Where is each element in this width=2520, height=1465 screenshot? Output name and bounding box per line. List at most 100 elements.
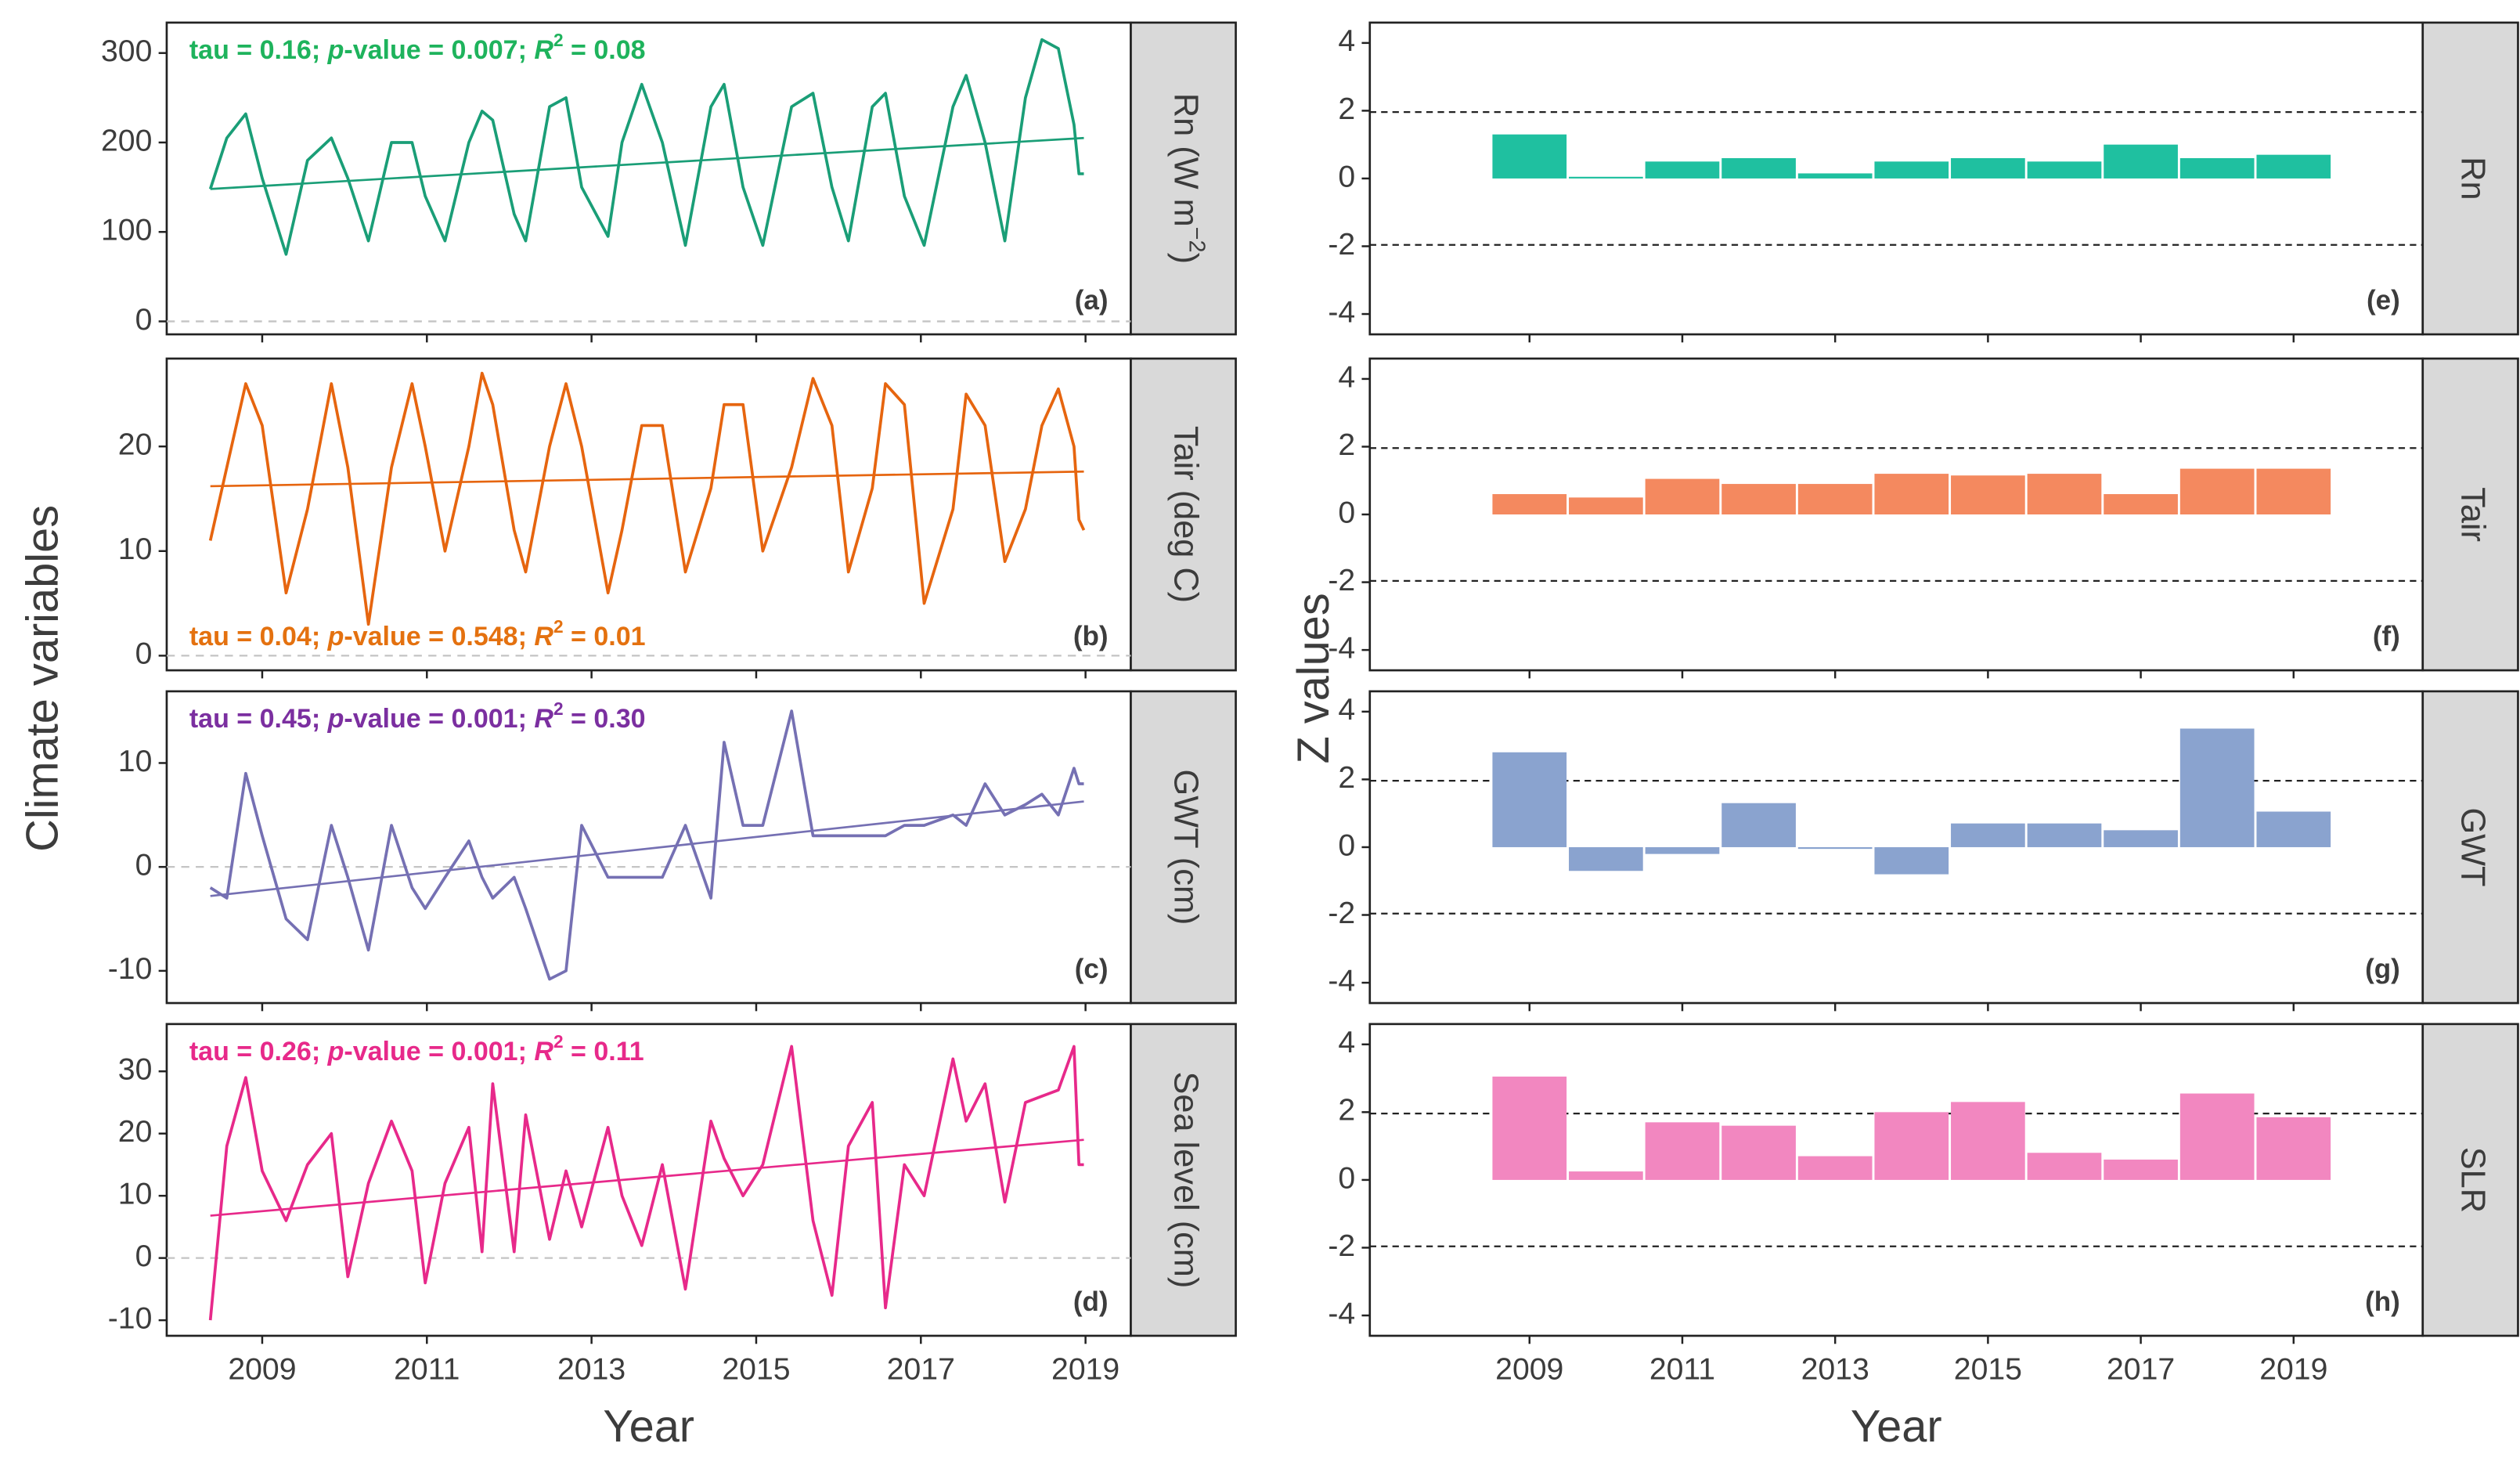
bar xyxy=(2256,468,2331,515)
annotation-part: = 0.11 xyxy=(564,1037,644,1066)
annotation: tau = 0.04; p-value = 0.548; R2 = 0.01 xyxy=(189,616,646,651)
strip-label-part: SLR xyxy=(2453,1147,2491,1213)
y-tick-label: 0 xyxy=(1338,828,1355,862)
x-tick-label: 2011 xyxy=(1649,1353,1715,1387)
y-tick-label: 0 xyxy=(1338,496,1355,529)
strip-label-part: GWT xyxy=(2453,807,2491,886)
trend-line xyxy=(210,1138,1084,1217)
strip-label-part: Tair (deg C) xyxy=(1166,426,1204,603)
y-tick-label: 0 xyxy=(135,303,153,337)
bar xyxy=(1874,474,1949,515)
bar xyxy=(2104,494,2178,515)
annotation-part: = 0.30 xyxy=(564,704,646,734)
bar xyxy=(2104,830,2178,847)
bar xyxy=(2027,823,2102,847)
bar xyxy=(1569,1171,1643,1180)
panel-label: (c) xyxy=(1075,954,1109,984)
strip-label: Rn (W m−2) xyxy=(1166,93,1210,264)
strip-label: GWT xyxy=(2453,807,2491,886)
strip-label-part: Rn xyxy=(2453,157,2491,200)
strip xyxy=(2421,1023,2519,1337)
trend-line xyxy=(210,800,1084,897)
annotation-part: = 0.08 xyxy=(564,35,646,65)
panel-label: (h) xyxy=(2365,1286,2400,1317)
bar xyxy=(1569,176,1643,179)
annotation-part: 2 xyxy=(553,1031,564,1052)
bar xyxy=(1874,161,1949,179)
y-tick-label: 10 xyxy=(118,532,153,566)
y-tick-label: -10 xyxy=(108,952,153,986)
x-tick-label: 2015 xyxy=(722,1353,790,1387)
annotation-part: p xyxy=(327,622,344,651)
strip-label-part: ) xyxy=(1166,253,1204,264)
bar xyxy=(1721,803,1796,847)
strip-label-part: −2 xyxy=(1184,227,1210,253)
x-tick-label: 2019 xyxy=(2259,1353,2327,1387)
annotation-part: -value = 0.001; xyxy=(344,704,534,734)
strip xyxy=(2421,21,2519,336)
bar xyxy=(2027,474,2102,515)
y-tick-label: -4 xyxy=(1328,631,1355,665)
strip xyxy=(2421,690,2519,1005)
y-axis-label: Climate variables xyxy=(17,505,67,852)
bar xyxy=(1645,1122,1720,1180)
annotation-part: R xyxy=(534,622,553,651)
strip xyxy=(1130,1023,1237,1337)
y-axis-label: Z values xyxy=(1289,593,1339,763)
strip-label: GWT (cm) xyxy=(1166,770,1204,926)
bar xyxy=(1492,1076,1567,1180)
strip-label: Tair xyxy=(2453,487,2491,542)
panel-label: (a) xyxy=(1075,285,1109,316)
series-line xyxy=(208,1045,1084,1321)
annotation-part: p xyxy=(327,35,344,65)
strip-label: Rn xyxy=(2453,157,2491,200)
x-tick-label: 2017 xyxy=(2107,1353,2175,1387)
x-tick-label: 2011 xyxy=(394,1353,460,1387)
series-line xyxy=(209,709,1084,981)
bar xyxy=(2104,144,2178,179)
strip-label-part: Rn (W m xyxy=(1166,93,1204,227)
y-tick-label: 30 xyxy=(118,1053,153,1087)
annotation-part: p xyxy=(327,1037,344,1066)
bar xyxy=(1721,1125,1796,1180)
y-tick-label: 2 xyxy=(1338,1094,1355,1128)
panel-label: (d) xyxy=(1073,1286,1109,1317)
strip-label: Tair (deg C) xyxy=(1166,426,1204,603)
bar xyxy=(1797,846,1873,850)
y-tick-label: 10 xyxy=(118,745,153,778)
bar xyxy=(2179,1093,2255,1180)
annotation-part: R xyxy=(534,704,553,734)
annotation-part: 2 xyxy=(553,698,564,719)
x-axis-label: Year xyxy=(1851,1402,1942,1452)
bar xyxy=(1492,134,1567,179)
bar xyxy=(2027,1153,2102,1180)
panel-label: (f) xyxy=(2373,621,2400,651)
strip xyxy=(1130,690,1237,1005)
bar xyxy=(2104,1159,2178,1180)
trend-line xyxy=(210,136,1084,190)
annotation-part: R xyxy=(534,1037,553,1066)
strip-label-part: Tair xyxy=(2453,487,2491,542)
panel-label: (g) xyxy=(2365,954,2400,984)
y-tick-label: -4 xyxy=(1328,1297,1355,1330)
bar xyxy=(1951,157,2025,179)
bar xyxy=(1492,752,1567,847)
x-tick-label: 2013 xyxy=(557,1353,625,1387)
annotation-part: tau = 0.16; xyxy=(189,35,328,65)
annotation-part: 2 xyxy=(553,616,564,637)
annotation-part: tau = 0.04; xyxy=(189,622,328,651)
bar xyxy=(2179,728,2255,847)
y-tick-label: -2 xyxy=(1328,1229,1355,1263)
bar xyxy=(1645,161,1720,179)
annotation-part: 2 xyxy=(553,30,564,50)
plot-frame xyxy=(165,690,1132,1005)
bar xyxy=(1797,1156,1873,1180)
series-line xyxy=(208,371,1086,626)
bar xyxy=(1951,823,2025,847)
bar xyxy=(2179,468,2255,515)
bar xyxy=(2179,157,2255,179)
plot-frame xyxy=(165,21,1132,336)
bar xyxy=(1645,846,1720,854)
bar xyxy=(1951,1102,2025,1180)
